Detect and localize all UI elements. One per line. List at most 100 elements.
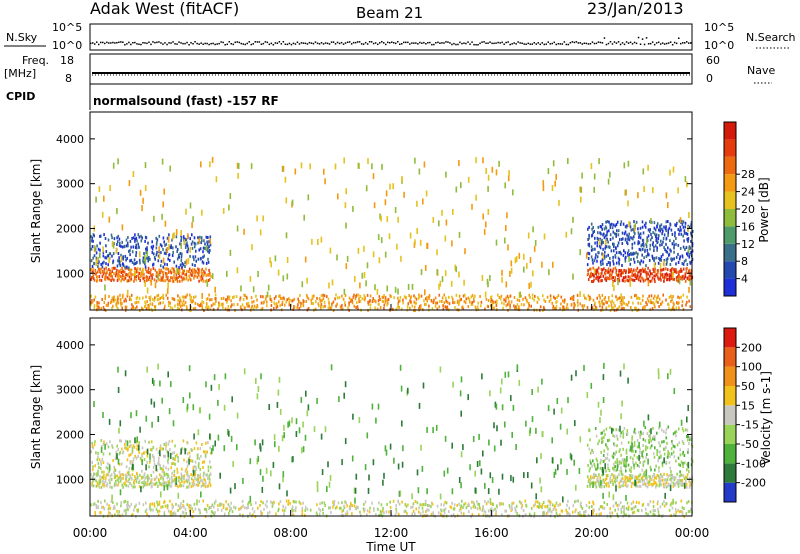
- heatmap-cell: [111, 254, 113, 258]
- nsky-series: [90, 36, 692, 46]
- heatmap-cell: [127, 268, 130, 271]
- heatmap-cell: [688, 299, 690, 303]
- heatmap-cell: [210, 505, 212, 509]
- heatmap-cell: [103, 477, 105, 480]
- heatmap-cell: [610, 249, 613, 253]
- heatmap-cell: [143, 451, 145, 455]
- heatmap-cell: [500, 439, 502, 446]
- heatmap-cell: [673, 455, 676, 459]
- nsky-point: [433, 43, 435, 46]
- heatmap-cell: [251, 507, 254, 511]
- heatmap-cell: [383, 511, 385, 515]
- heatmap-cell: [599, 296, 601, 300]
- heatmap-cell: [103, 440, 105, 444]
- heatmap-cell: [625, 469, 627, 473]
- heatmap-cell: [191, 233, 193, 237]
- heatmap-cell: [403, 191, 405, 198]
- heatmap-cell: [127, 472, 130, 476]
- heatmap-cell: [678, 478, 680, 482]
- heatmap-cell: [138, 271, 141, 275]
- heatmap-cell: [385, 299, 387, 303]
- heatmap-cell: [151, 485, 153, 489]
- heatmap-cell: [130, 258, 133, 262]
- heatmap-cell: [505, 509, 507, 513]
- heatmap-cell: [139, 426, 141, 433]
- heatmap-cell: [671, 501, 673, 505]
- heatmap-cell: [148, 460, 151, 464]
- nsky-point: [92, 42, 94, 44]
- heatmap-cell: [114, 474, 117, 478]
- heatmap-cell: [105, 465, 108, 469]
- heatmap-cell: [383, 472, 385, 479]
- heatmap-cell: [368, 474, 370, 481]
- heatmap-cell: [668, 461, 671, 465]
- heatmap-cell: [602, 262, 604, 266]
- heatmap-cell: [128, 297, 131, 301]
- heatmap-cell: [687, 405, 689, 411]
- heatmap-cell: [664, 492, 666, 499]
- nsky-point: [334, 43, 337, 45]
- heatmap-cell: [166, 450, 169, 454]
- heatmap-cell: [487, 509, 490, 513]
- heatmap-cell: [681, 304, 683, 308]
- heatmap-cell: [575, 499, 577, 503]
- heatmap-cell: [677, 302, 679, 306]
- heatmap-cell: [638, 235, 640, 239]
- heatmap-cell: [620, 469, 623, 476]
- heatmap-cell: [623, 268, 626, 272]
- heatmap-cell: [122, 269, 124, 273]
- heatmap-cell: [542, 501, 545, 504]
- heatmap-cell: [209, 446, 211, 450]
- nsky-point: [501, 41, 503, 44]
- heatmap-cell: [222, 302, 224, 306]
- heatmap-cell: [538, 505, 540, 508]
- heatmap-cell: [115, 450, 118, 454]
- heatmap-cell: [158, 278, 160, 282]
- heatmap-cell: [549, 509, 551, 513]
- heatmap-cell: [282, 471, 285, 478]
- heatmap-cell: [643, 269, 645, 273]
- heatmap-cell: [669, 368, 672, 375]
- heatmap-cell: [172, 462, 175, 465]
- heatmap-cell: [528, 302, 530, 305]
- heatmap-cell: [592, 459, 594, 463]
- nsky-point: [381, 41, 383, 43]
- heatmap-cell: [406, 511, 408, 515]
- heatmap-cell: [625, 237, 627, 241]
- heatmap-cell: [501, 276, 503, 283]
- heatmap-cell: [129, 460, 132, 463]
- heatmap-cell: [631, 269, 633, 273]
- heatmap-cell: [602, 454, 605, 457]
- heatmap-cell: [411, 512, 413, 516]
- heatmap-cell: [135, 410, 138, 417]
- heatmap-cell: [633, 430, 635, 434]
- heatmap-cell: [618, 450, 621, 453]
- heatmap-cell: [653, 294, 656, 298]
- heatmap-cell: [638, 501, 640, 505]
- heatmap-cell: [109, 512, 112, 515]
- heatmap-cell: [636, 475, 639, 479]
- heatmap-cell: [515, 256, 518, 263]
- heatmap-cell: [427, 504, 429, 507]
- heatmap-cell: [638, 270, 640, 274]
- heatmap-cell: [250, 296, 253, 300]
- heatmap-cell: [643, 420, 645, 427]
- heatmap-cell: [96, 275, 98, 279]
- heatmap-cell: [162, 279, 165, 283]
- heatmap-cell: [156, 250, 158, 254]
- heatmap-cell: [600, 431, 603, 435]
- heatmap-cell: [603, 429, 605, 433]
- heatmap-cell: [302, 421, 304, 428]
- heatmap-cell: [580, 505, 582, 509]
- nsky-point: [292, 42, 295, 45]
- heatmap-cell: [577, 511, 580, 515]
- heatmap-cell: [130, 277, 133, 281]
- heatmap-cell: [121, 277, 123, 281]
- heatmap-cell: [260, 295, 262, 298]
- heatmap-cell: [197, 508, 200, 512]
- heatmap-cell: [592, 450, 594, 454]
- heatmap-cell: [625, 484, 628, 488]
- heatmap-cell: [452, 297, 454, 301]
- heatmap-cell: [256, 393, 259, 400]
- heatmap-cell: [129, 453, 132, 457]
